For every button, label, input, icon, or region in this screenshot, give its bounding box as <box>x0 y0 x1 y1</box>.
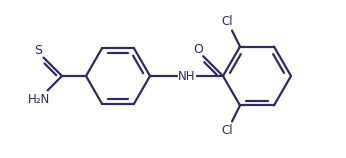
Text: O: O <box>193 43 203 56</box>
Text: Cl: Cl <box>221 15 233 28</box>
Text: S: S <box>35 44 43 57</box>
Text: H₂N: H₂N <box>27 93 50 106</box>
Text: Cl: Cl <box>221 124 233 137</box>
Text: NH: NH <box>178 70 195 82</box>
